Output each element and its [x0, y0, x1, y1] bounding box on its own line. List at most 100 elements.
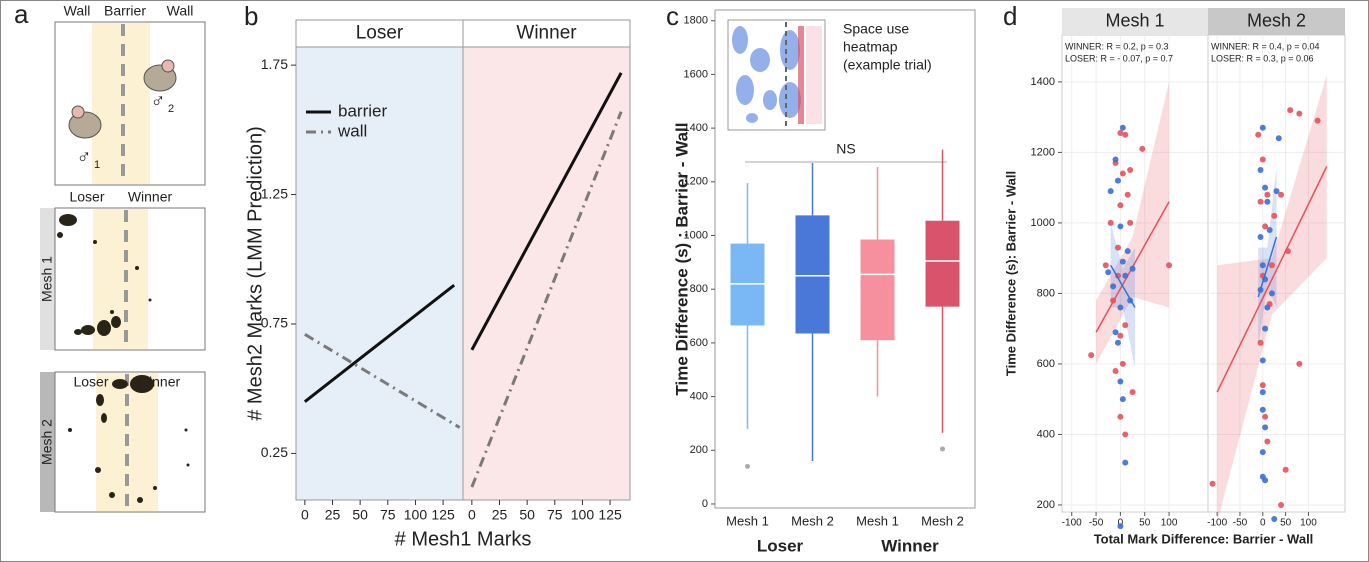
- marks: [57, 214, 152, 336]
- x-tick-label: 100: [1300, 518, 1317, 529]
- y-tick-label: 1000: [1031, 217, 1055, 229]
- point: [1262, 223, 1269, 230]
- point: [1282, 466, 1289, 473]
- point: [1117, 304, 1124, 311]
- point: [1262, 325, 1269, 332]
- x-axis-title: # Mesh1 Marks: [395, 528, 532, 550]
- point: [1129, 389, 1136, 396]
- male-index: 2: [168, 103, 174, 115]
- point: [1278, 501, 1285, 508]
- y-tick-label: 600: [690, 337, 708, 349]
- point: [1264, 438, 1271, 445]
- y-axis-title: Time Difference (s): Barrier - Wall: [1003, 171, 1018, 376]
- heatmap-blob: [780, 30, 800, 70]
- x-tick-label: -100: [1207, 518, 1227, 529]
- point: [1114, 244, 1121, 251]
- point: [1262, 184, 1269, 191]
- heatmap-haze: [806, 26, 822, 124]
- heatmap-blob: [763, 90, 777, 110]
- group-label: Winner: [881, 536, 939, 555]
- fit-line: [1110, 264, 1136, 308]
- point: [1278, 191, 1285, 198]
- heatmap-blob: [750, 48, 770, 72]
- point: [1271, 212, 1278, 219]
- y-tick-label: 1400: [1031, 76, 1055, 88]
- facet-title: Winner: [516, 23, 577, 44]
- facet-strip: [1208, 8, 1345, 35]
- loser-label: Loser: [73, 374, 108, 390]
- x-tick-label: Mesh 2: [921, 513, 964, 528]
- heatmap-blob: [779, 82, 801, 118]
- point: [1117, 202, 1124, 209]
- point: [1127, 167, 1134, 174]
- x-tick-label: 0: [301, 507, 309, 523]
- x-tick-label: Mesh 1: [856, 513, 899, 528]
- x-tick-label: 75: [380, 507, 396, 523]
- line: [470, 72, 623, 351]
- line: [470, 111, 623, 488]
- inset-caption: heatmap: [843, 39, 898, 55]
- heatmap-band: [798, 26, 804, 124]
- point: [1259, 406, 1266, 413]
- box: [795, 215, 830, 334]
- strip: [40, 208, 55, 350]
- point: [1259, 156, 1266, 163]
- winner-label: Winner: [128, 189, 173, 205]
- point: [1117, 413, 1124, 420]
- fit-line: [1257, 236, 1278, 298]
- box: [925, 220, 960, 307]
- point: [1129, 265, 1136, 272]
- point: [1112, 156, 1119, 163]
- confidence-band: [1217, 74, 1327, 523]
- panel-label: d: [1003, 1, 1017, 31]
- facet-background: [1207, 34, 1346, 513]
- point: [1296, 360, 1303, 367]
- x-tick-label: 0: [1260, 518, 1266, 529]
- male-symbol: ♂: [77, 146, 92, 168]
- strip-label: Mesh 2: [39, 419, 55, 465]
- point: [1259, 382, 1266, 389]
- x-tick-label: 50: [1280, 518, 1292, 529]
- point: [1264, 304, 1271, 311]
- y-tick-label: 0: [702, 498, 708, 510]
- point: [1271, 516, 1278, 523]
- point: [1110, 283, 1117, 290]
- inset-caption: Space use: [843, 21, 909, 37]
- point: [1262, 424, 1269, 431]
- outlier: [745, 463, 750, 469]
- point: [1273, 188, 1280, 195]
- point: [1117, 378, 1124, 385]
- panel-label: a: [14, 0, 29, 29]
- facet-title: Mesh 1: [1105, 10, 1164, 30]
- point: [1117, 223, 1124, 230]
- point: [1122, 322, 1129, 329]
- facet-background: [1061, 34, 1209, 513]
- x-tick-label: 50: [1139, 518, 1151, 529]
- fit-line: [1216, 166, 1328, 393]
- facet-strip: [295, 19, 464, 48]
- point: [1124, 248, 1131, 255]
- y-tick-label: 1.75: [261, 56, 288, 72]
- point: [1127, 219, 1134, 226]
- y-tick-label: 1200: [684, 176, 708, 188]
- point: [1139, 145, 1146, 152]
- y-tick-label: 1000: [684, 229, 708, 241]
- box: [860, 239, 895, 341]
- x-tick-label: 75: [547, 507, 563, 523]
- point: [1114, 177, 1121, 184]
- outlier: [940, 446, 945, 452]
- point: [1114, 339, 1121, 346]
- confidence-band: [1096, 81, 1170, 364]
- point: [1105, 269, 1112, 276]
- point: [1257, 198, 1264, 205]
- mouse-ear: [71, 105, 85, 119]
- x-tick-label: 25: [325, 507, 341, 523]
- point: [1264, 191, 1271, 198]
- marks: [68, 375, 190, 503]
- point: [1119, 360, 1126, 367]
- point: [1122, 272, 1129, 279]
- heatmap-blob: [732, 26, 748, 54]
- line: [303, 283, 456, 403]
- point: [1122, 431, 1129, 438]
- y-tick-label: 1600: [684, 68, 708, 80]
